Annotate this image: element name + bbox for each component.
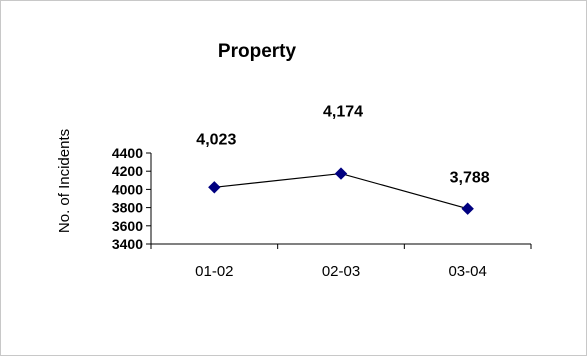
y-tick-label: 3400 [112,236,143,252]
x-tick-label: 01-02 [195,263,233,280]
y-tick-label: 3800 [112,200,143,216]
data-label: 4,023 [196,131,236,148]
line-chart: Property No. of Incidents 3400 3600 3800 40… [56,41,532,280]
y-tick-label: 3600 [112,218,143,234]
data-label: 3,788 [450,170,490,187]
x-ticks: 01-02 02-03 03-04 [150,244,532,280]
axes [150,153,531,245]
data-label: 4,174 [323,104,363,121]
data-point-marker [208,181,221,194]
y-tick-label: 4400 [112,145,143,161]
data-point-marker [461,202,474,215]
chart-title: Property [218,41,297,62]
data-point-marker [334,167,348,180]
series-line [208,167,474,215]
x-tick-label: 03-04 [448,263,486,280]
x-tick-label: 02-03 [322,263,360,280]
y-axis-label: No. of Incidents [56,129,73,233]
y-ticks: 3400 3600 3800 4000 4200 4400 [112,145,151,252]
data-labels: 4,023 4,174 3,788 [196,104,489,187]
y-tick-label: 4000 [112,181,143,197]
y-tick-label: 4200 [112,163,143,179]
